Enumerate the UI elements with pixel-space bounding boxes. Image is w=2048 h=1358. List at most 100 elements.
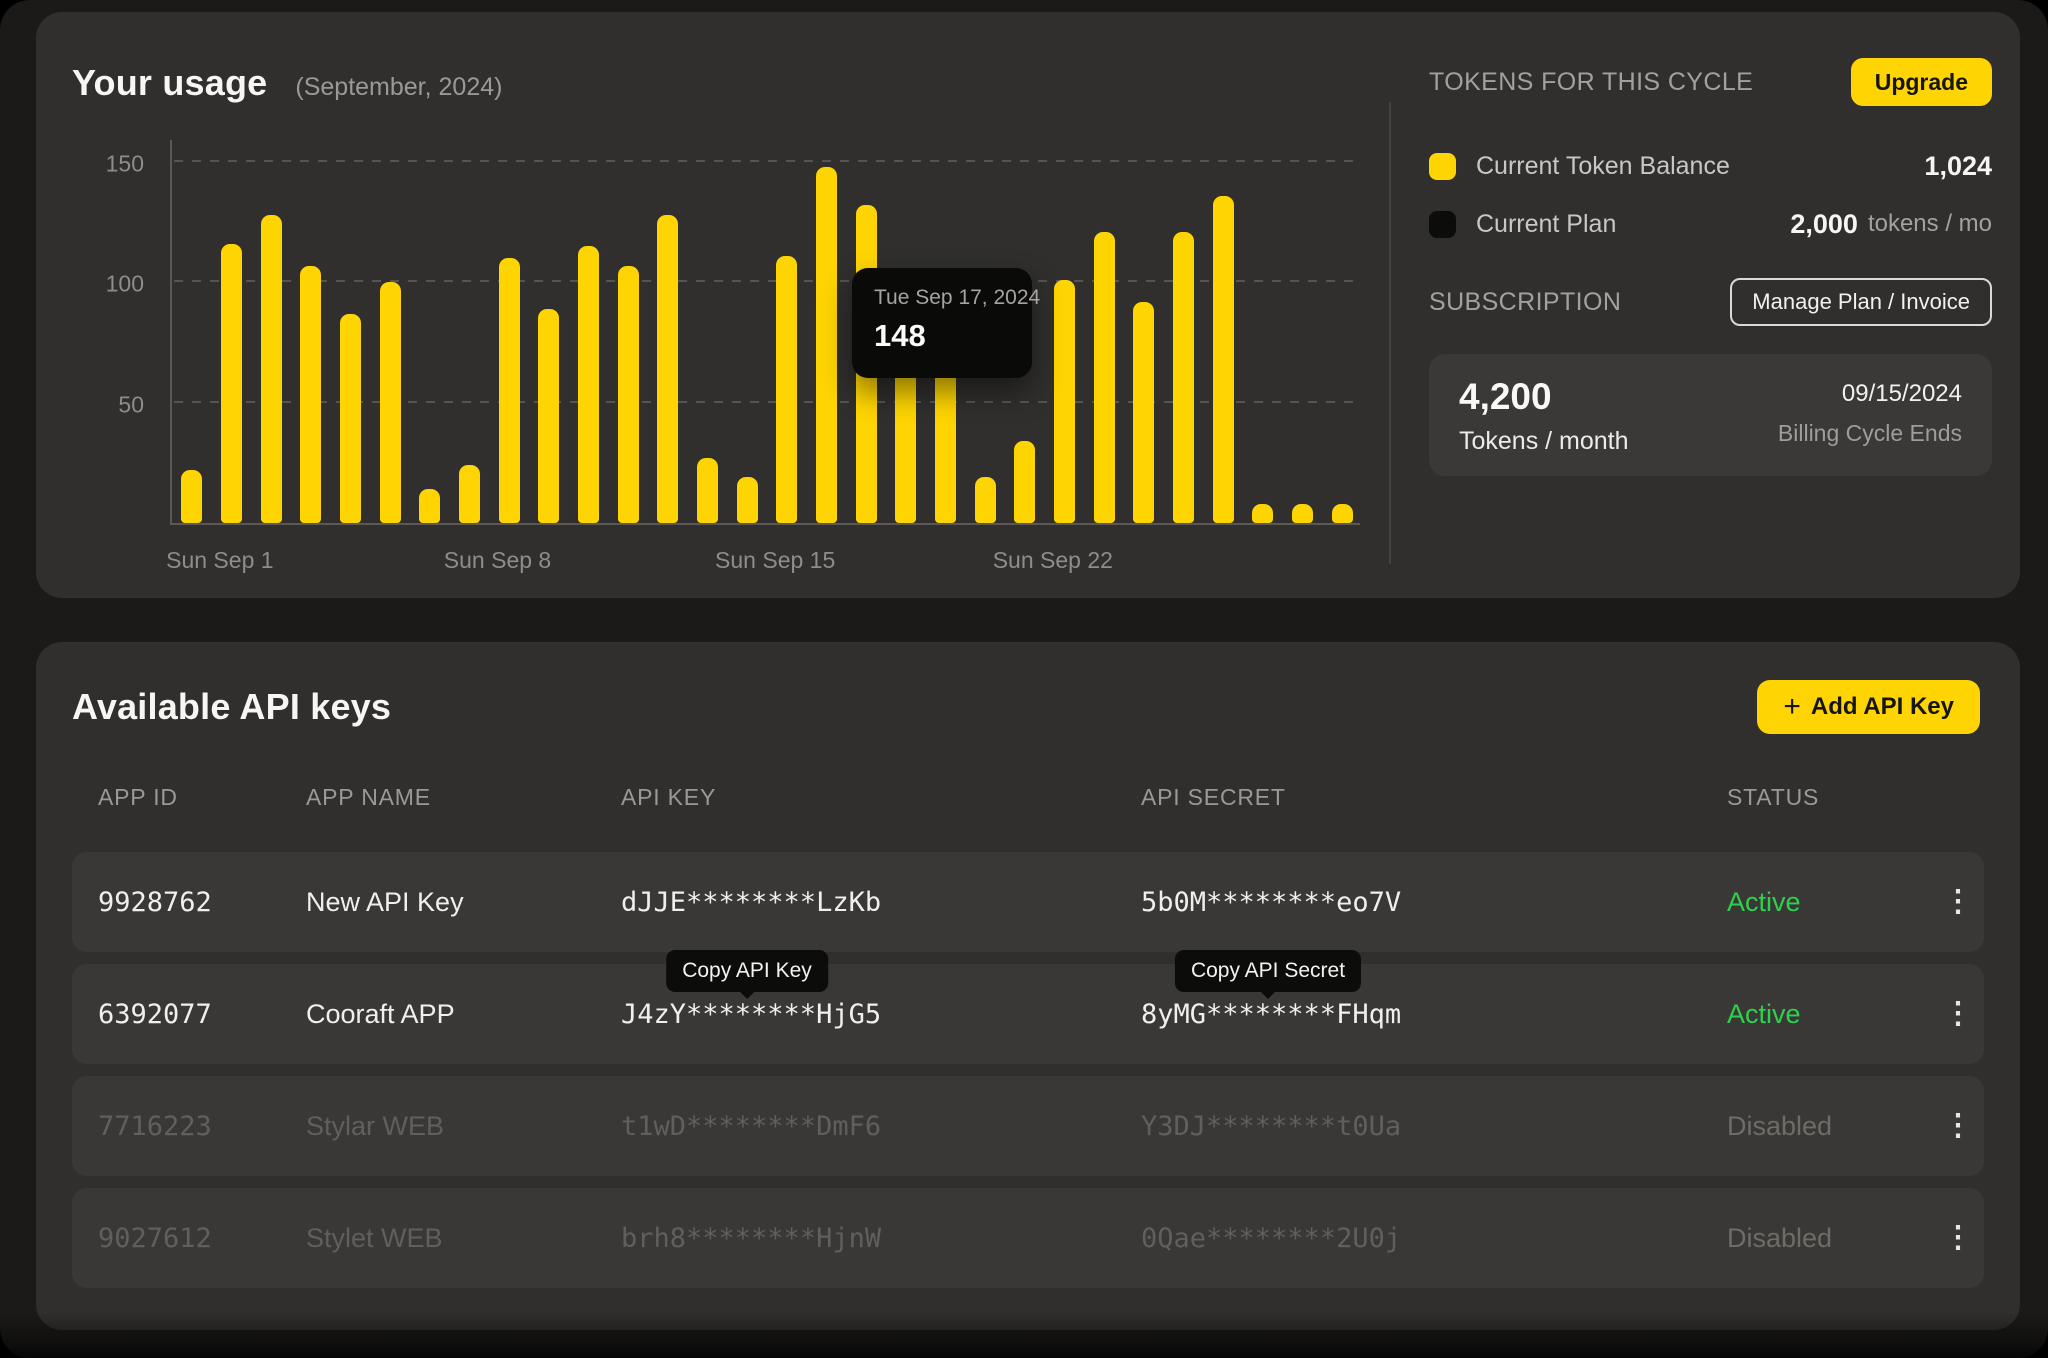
bar-sep-27[interactable] — [1212, 195, 1234, 523]
usage-title: Your usage — [72, 62, 268, 103]
current-plan-swatch — [1429, 210, 1456, 238]
manage-plan-button[interactable]: Manage Plan / Invoice — [1730, 278, 1992, 326]
app-id: 9928762 — [98, 886, 212, 918]
bar-sep-4[interactable] — [300, 265, 322, 523]
bar-sep-25[interactable] — [1133, 301, 1155, 523]
upgrade-button[interactable]: Upgrade — [1850, 58, 1992, 106]
api-key-masked: t1wD********DmF6 — [621, 1110, 882, 1142]
bar-sep-15[interactable] — [736, 477, 758, 523]
x-axis-tick-8: Sun Sep 8 — [443, 547, 552, 573]
bar-sep-17[interactable] — [816, 166, 837, 523]
row-menu-button[interactable]: ⋮ — [1943, 1109, 1973, 1142]
app-id: 9027612 — [98, 1222, 212, 1254]
subscription-title: SUBSCRIPTION — [1429, 287, 1622, 316]
bar-sep-8[interactable] — [459, 465, 480, 523]
usage-header: Your usage (September, 2024) — [72, 62, 502, 104]
bar-sep-24[interactable] — [1093, 231, 1115, 523]
bar-sep-22[interactable] — [1014, 441, 1036, 523]
status-badge: Disabled — [1727, 1110, 1833, 1141]
api-keys-table: 9928762 New API Key dJJE********LzKb 5b0M**… — [72, 852, 1984, 1288]
token-balance-value: 1,024 — [1924, 150, 1992, 181]
gridline-100 — [174, 280, 1360, 283]
row-menu-button[interactable]: ⋮ — [1943, 1221, 1973, 1254]
current-plan-suffix: tokens / mo — [1867, 210, 1992, 237]
api-key-masked: brh8********HjnW — [621, 1222, 882, 1254]
current-plan-row: Current Plan 2,000 tokens / mo — [1429, 204, 1992, 244]
usage-bar-chart: Tue Sep 17, 2024 148 50 100 150 Sun Sep 1 Su… — [106, 140, 1360, 573]
y-axis-tick-150: 150 — [105, 150, 144, 177]
bar-sep-12[interactable] — [617, 265, 639, 523]
column-header-api-key: API KEY — [621, 783, 717, 810]
api-key-row-6392077: 6392077 Cooraft APP J4zY********HjG5 8yMG**… — [72, 950, 1984, 1064]
bar-sep-26[interactable] — [1173, 231, 1194, 523]
bar-sep-1[interactable] — [181, 470, 203, 523]
api-key-row-7716223: 7716223 Stylar WEB t1wD********DmF6 Y3DJ***… — [72, 1076, 1984, 1176]
usage-card: Your usage (September, 2024) Tue Sep 17,… — [36, 12, 2020, 598]
api-keys-card: Available API keys + Add API Key APP ID A… — [36, 642, 2020, 1330]
bar-sep-3[interactable] — [260, 215, 282, 523]
api-key-masked[interactable]: dJJE********LzKb — [621, 886, 882, 918]
bar-sep-10[interactable] — [538, 308, 560, 523]
row-menu-button[interactable]: ⋮ — [1943, 885, 1973, 918]
api-secret-masked[interactable]: 8yMG********FHqm — [1141, 998, 1402, 1030]
tokens-panel-title: TOKENS FOR THIS CYCLE — [1429, 67, 1754, 96]
add-api-key-button[interactable]: + Add API Key — [1757, 680, 1980, 734]
bar-sep-16[interactable] — [776, 255, 798, 523]
billing-amount: 4,200 — [1459, 376, 1552, 417]
x-axis-tick-1: Sun Sep 1 — [166, 547, 274, 573]
status-badge: Active — [1727, 998, 1801, 1029]
bar-sep-9[interactable] — [498, 258, 520, 523]
gridline-150 — [174, 160, 1360, 163]
token-balance-swatch — [1429, 152, 1456, 180]
bar-sep-13[interactable] — [657, 215, 679, 523]
usage-subtitle: (September, 2024) — [295, 73, 503, 101]
column-header-app-name: APP NAME — [306, 783, 431, 810]
bar-sep-5[interactable] — [340, 313, 361, 523]
tokens-panel: TOKENS FOR THIS CYCLE Upgrade Current To… — [1429, 12, 1992, 598]
app-name: Cooraft APP — [306, 998, 455, 1029]
bar-sep-29[interactable] — [1292, 503, 1313, 523]
app-id: 6392077 — [98, 998, 212, 1030]
chart-tooltip: Tue Sep 17, 2024 148 — [852, 268, 1041, 378]
token-balance-row: Current Token Balance 1,024 — [1429, 146, 1992, 186]
billing-note: Billing Cycle Ends — [1777, 420, 1962, 446]
status-badge: Active — [1727, 886, 1801, 917]
api-key-row-9928762: 9928762 New API Key dJJE********LzKb 5b0M**… — [72, 852, 1984, 952]
chart-tooltip-value: 148 — [874, 318, 926, 353]
bar-sep-6[interactable] — [379, 282, 401, 523]
copy-api-key-tooltip: Copy API Key — [666, 950, 828, 992]
column-header-app-id: APP ID — [98, 783, 178, 810]
status-badge: Disabled — [1727, 1222, 1833, 1253]
bar-sep-7[interactable] — [419, 489, 441, 523]
app-name: Stylar WEB — [306, 1110, 445, 1141]
y-axis-tick-50: 50 — [118, 391, 144, 418]
y-axis-tick-100: 100 — [105, 270, 144, 297]
bar-sep-11[interactable] — [578, 246, 599, 523]
api-key-row-9027612: 9027612 Stylet WEB brh8********HjnW 0Qae***… — [72, 1188, 1984, 1288]
column-header-api-secret: API SECRET — [1141, 783, 1286, 810]
bar-sep-2[interactable] — [221, 243, 242, 523]
bar-sep-23[interactable] — [1054, 279, 1075, 523]
api-key-masked[interactable]: J4zY********HjG5 — [621, 998, 882, 1030]
bar-sep-30[interactable] — [1331, 503, 1353, 523]
copy-api-secret-tooltip: Copy API Secret — [1174, 950, 1362, 992]
row-menu-button[interactable]: ⋮ — [1943, 997, 1973, 1030]
chart-tooltip-date: Tue Sep 17, 2024 — [874, 286, 1041, 309]
add-api-key-label: Add API Key — [1810, 693, 1954, 720]
app-name: New API Key — [306, 886, 464, 917]
x-axis-tick-15: Sun Sep 15 — [715, 547, 836, 573]
api-secret-masked: 0Qae********2U0j — [1141, 1222, 1402, 1254]
bar-sep-28[interactable] — [1252, 503, 1274, 523]
x-axis-tick-22: Sun Sep 22 — [992, 547, 1113, 573]
billing-date: 09/15/2024 — [1841, 380, 1962, 407]
current-plan-label: Current Plan — [1476, 209, 1617, 238]
api-keys-title: Available API keys — [72, 686, 392, 727]
billing-card: 4,200 Tokens / month 09/15/2024 Billing … — [1429, 354, 1992, 476]
bar-sep-14[interactable] — [697, 458, 718, 523]
billing-unit: Tokens / month — [1459, 427, 1629, 455]
app-id: 7716223 — [98, 1110, 212, 1142]
api-secret-masked[interactable]: 5b0M********eo7V — [1141, 886, 1402, 918]
bar-sep-21[interactable] — [974, 477, 996, 523]
panel-divider — [1389, 102, 1391, 564]
